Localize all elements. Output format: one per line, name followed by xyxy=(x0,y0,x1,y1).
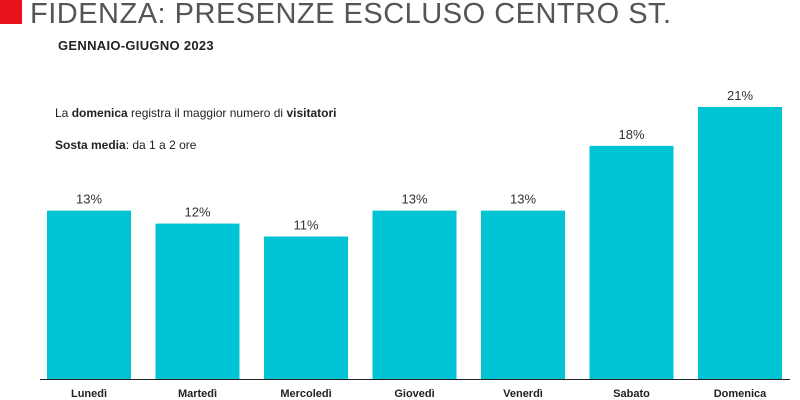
note-bold-domenica: domenica xyxy=(71,106,128,120)
bar-giovedì xyxy=(372,210,457,379)
value-label-giovedì: 13% xyxy=(401,192,427,207)
bar-mercoledì xyxy=(264,236,348,379)
note-average-stay: Sosta media: da 1 a 2 ore xyxy=(55,138,196,152)
bar-lunedì xyxy=(47,210,131,379)
value-label-lunedì: 13% xyxy=(76,192,102,207)
category-label-giovedì: Giovedì xyxy=(394,388,434,400)
note-bold-visitatori: visitatori xyxy=(286,106,337,120)
category-label-domenica: Domenica xyxy=(714,388,767,400)
accent-square xyxy=(0,0,22,24)
category-label-martedì: Martedì xyxy=(178,388,217,400)
note-text: : da 1 a 2 ore xyxy=(125,138,197,152)
page-subtitle: GENNAIO-GIUGNO 2023 xyxy=(58,38,214,53)
bar-venerdì xyxy=(481,210,565,379)
bar-martedì xyxy=(155,223,240,379)
page-title: FIDENZA: PRESENZE ESCLUSO CENTRO ST. xyxy=(30,0,672,30)
value-label-venerdì: 13% xyxy=(510,192,536,207)
note-text: registra il maggior numero di xyxy=(127,106,287,120)
bar-domenica xyxy=(698,107,782,379)
category-label-venerdì: Venerdì xyxy=(503,388,543,400)
note-most-visitors: La domenica registra il maggior numero d… xyxy=(55,106,336,120)
category-label-sabato: Sabato xyxy=(613,388,650,400)
note-text: La xyxy=(55,106,72,120)
value-label-domenica: 21% xyxy=(727,88,753,103)
category-label-mercoledì: Mercoledì xyxy=(280,388,331,400)
category-label-lunedì: Lunedì xyxy=(71,388,107,400)
value-label-martedì: 12% xyxy=(184,205,210,220)
value-label-mercoledì: 11% xyxy=(293,218,318,233)
value-label-sabato: 18% xyxy=(618,127,644,142)
bar-sabato xyxy=(589,145,674,379)
note-bold-sosta-media: Sosta media xyxy=(55,138,126,152)
